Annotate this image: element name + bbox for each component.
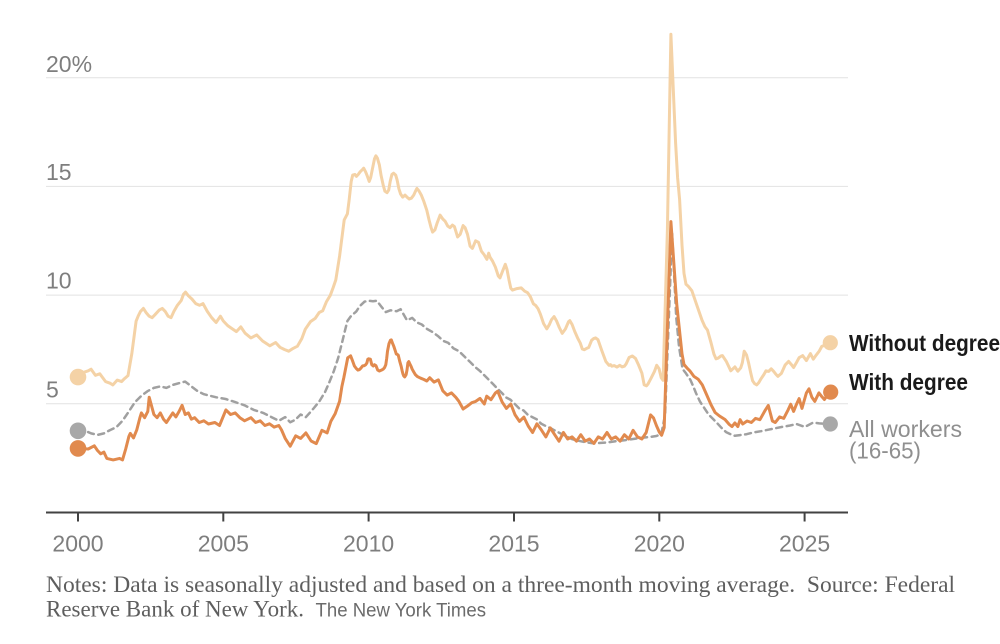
svg-text:2025: 2025	[779, 531, 830, 557]
svg-text:5: 5	[46, 376, 59, 402]
svg-text:2015: 2015	[488, 531, 539, 557]
svg-text:All workers: All workers	[849, 416, 962, 442]
svg-text:2005: 2005	[198, 531, 249, 557]
svg-text:Reserve Bank of New York. The: Reserve Bank of New York. The New York T…	[46, 597, 486, 623]
svg-text:2020: 2020	[634, 531, 685, 557]
svg-text:With degree: With degree	[849, 369, 968, 395]
svg-text:2000: 2000	[52, 531, 103, 557]
svg-text:Notes: Data is seasonally adju: Notes: Data is seasonally adjusted and b…	[46, 572, 956, 598]
svg-text:(16-65): (16-65)	[849, 438, 921, 464]
svg-text:15: 15	[46, 159, 72, 185]
svg-text:10: 10	[46, 268, 72, 294]
svg-text:20%: 20%	[46, 51, 92, 77]
svg-text:Without degree: Without degree	[849, 330, 1000, 356]
svg-text:2010: 2010	[343, 531, 394, 557]
